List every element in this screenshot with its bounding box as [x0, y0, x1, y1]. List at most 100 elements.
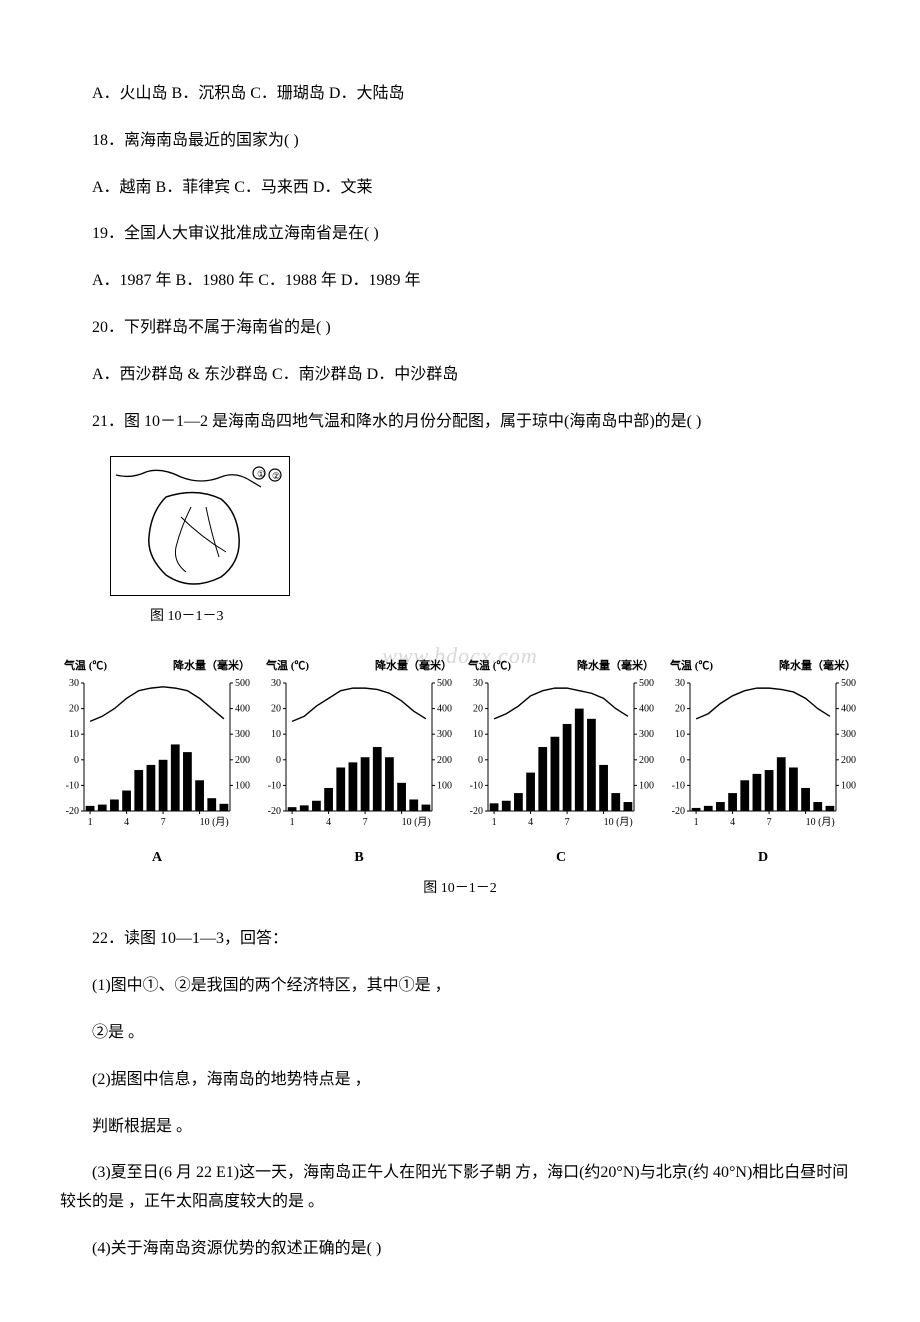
q22-3-text: (3)夏至日(6 月 22 E1)这一天，海南岛正午人在阳光下影子朝 方，海口(… [60, 1159, 860, 1217]
q22-1b: ②是 。 [60, 1019, 860, 1048]
svg-text:10 (月): 10 (月) [200, 816, 229, 828]
svg-text:200: 200 [639, 755, 654, 766]
q17-options: A．火山岛 B．沉积岛 C．珊瑚岛 D．大陆岛 [60, 80, 860, 109]
svg-text:1: 1 [492, 817, 497, 828]
svg-text:300: 300 [235, 729, 250, 740]
q20-stem: 20．下列群岛不属于海南省的是( ) [60, 314, 860, 343]
chart-svg: 3020100-10-2050040030020010014710 (月) [464, 679, 658, 829]
svg-text:400: 400 [639, 704, 654, 715]
svg-text:200: 200 [437, 755, 452, 766]
left-axis-label: 气温 (℃) [266, 657, 309, 677]
svg-text:0: 0 [276, 755, 281, 766]
panel-letter: B [354, 845, 363, 870]
svg-text:-20: -20 [672, 806, 685, 817]
chart-panel: 气温 (℃)降水量（毫米）3020100-10-2050040030020010… [666, 657, 860, 870]
figure-10-1-3: ① ② 图 10－1－3 [110, 456, 860, 629]
svg-text:7: 7 [767, 817, 772, 828]
circle-1-label: ① [257, 469, 265, 479]
svg-text:-20: -20 [66, 806, 79, 817]
q18-stem: 18．离海南岛最近的国家为( ) [60, 127, 860, 156]
svg-text:100: 100 [639, 780, 654, 791]
svg-text:10: 10 [675, 729, 685, 740]
svg-text:-10: -10 [672, 780, 685, 791]
map-box: ① ② [110, 456, 290, 596]
chart-svg: 3020100-10-2050040030020010014710 (月) [666, 679, 860, 829]
chart-header: 气温 (℃)降水量（毫米） [60, 657, 254, 679]
svg-text:100: 100 [437, 780, 452, 791]
chart-header: 气温 (℃)降水量（毫米） [666, 657, 860, 679]
svg-text:7: 7 [363, 817, 368, 828]
svg-text:0: 0 [680, 755, 685, 766]
map-svg: ① ② [111, 457, 291, 597]
svg-text:30: 30 [675, 679, 685, 689]
chart-box: 3020100-10-2050040030020010014710 (月) [60, 679, 254, 829]
svg-text:20: 20 [675, 704, 685, 715]
svg-text:7: 7 [161, 817, 166, 828]
svg-text:1: 1 [694, 817, 699, 828]
panel-letter: D [758, 845, 768, 870]
svg-text:20: 20 [271, 704, 281, 715]
chart-svg: 3020100-10-2050040030020010014710 (月) [60, 679, 254, 829]
q22-2b: 判断根据是 。 [60, 1113, 860, 1142]
svg-text:300: 300 [639, 729, 654, 740]
chart-box: 3020100-10-2050040030020010014710 (月) [464, 679, 658, 829]
svg-text:10: 10 [473, 729, 483, 740]
fig-10-1-2-caption: 图 10－1－2 [60, 876, 860, 901]
left-axis-label: 气温 (℃) [670, 657, 713, 677]
right-axis-label: 降水量（毫米） [577, 657, 654, 677]
svg-text:7: 7 [565, 817, 570, 828]
svg-text:10: 10 [69, 729, 79, 740]
svg-text:300: 300 [841, 729, 856, 740]
chart-header: 气温 (℃) 降水量（毫米） [464, 657, 658, 679]
chart-box: 3020100-10-2050040030020010014710 (月) [262, 679, 456, 829]
chart-panel: 气温 (℃)降水量（毫米）3020100-10-2050040030020010… [60, 657, 254, 870]
right-axis-label: 降水量（毫米） [375, 657, 452, 677]
svg-text:-10: -10 [470, 780, 483, 791]
svg-text:30: 30 [69, 679, 79, 689]
q21-stem: 21．图 10－1—2 是海南岛四地气温和降水的月份分配图，属于琼中(海南岛中部… [60, 408, 860, 437]
q22-stem: 22．读图 10—1—3，回答： [60, 925, 860, 954]
chart-svg: 3020100-10-2050040030020010014710 (月) [262, 679, 456, 829]
svg-text:4: 4 [528, 817, 533, 828]
svg-text:0: 0 [74, 755, 79, 766]
svg-text:4: 4 [730, 817, 735, 828]
svg-text:200: 200 [841, 755, 856, 766]
svg-text:100: 100 [841, 780, 856, 791]
q18-options: A．越南 B．菲律宾 C．马来西 D．文莱 [60, 174, 860, 203]
svg-text:400: 400 [841, 704, 856, 715]
chart-header: 气温 (℃) 降水量（毫米） [262, 657, 456, 679]
q19-stem: 19．全国人大审议批准成立海南省是在( ) [60, 220, 860, 249]
svg-text:500: 500 [235, 679, 250, 689]
svg-text:500: 500 [841, 679, 856, 689]
charts-row: 气温 (℃)降水量（毫米）3020100-10-2050040030020010… [60, 657, 860, 870]
circle-2-label: ② [272, 471, 280, 481]
q22-4: (4)关于海南岛资源优势的叙述正确的是( ) [60, 1235, 860, 1264]
q20-options: A．西沙群岛 & 东沙群岛 C．南沙群岛 D．中沙群岛 [60, 361, 860, 390]
svg-text:4: 4 [326, 817, 331, 828]
svg-text:10 (月): 10 (月) [402, 816, 431, 828]
svg-text:20: 20 [69, 704, 79, 715]
q22-2: (2)据图中信息，海南岛的地势特点是 ， [60, 1066, 860, 1095]
svg-text:0: 0 [478, 755, 483, 766]
q22-1: (1)图中①、②是我国的两个经济特区，其中①是 ， [60, 972, 860, 1001]
svg-text:500: 500 [639, 679, 654, 689]
svg-text:-10: -10 [268, 780, 281, 791]
panel-letter: A [152, 845, 162, 870]
svg-text:200: 200 [235, 755, 250, 766]
svg-text:30: 30 [271, 679, 281, 689]
svg-text:400: 400 [437, 704, 452, 715]
svg-text:10 (月): 10 (月) [604, 816, 633, 828]
svg-text:10 (月): 10 (月) [806, 816, 835, 828]
q21-stem-text: 21．图 10－1—2 是海南岛四地气温和降水的月份分配图，属于琼中(海南岛中部… [60, 408, 701, 437]
left-axis-label: 气温 (℃) [468, 657, 511, 677]
svg-text:30: 30 [473, 679, 483, 689]
svg-text:100: 100 [235, 780, 250, 791]
svg-text:1: 1 [290, 817, 295, 828]
svg-text:-20: -20 [470, 806, 483, 817]
left-axis-label: 气温 (℃) [64, 657, 107, 677]
svg-text:4: 4 [124, 817, 129, 828]
svg-text:1: 1 [88, 817, 93, 828]
svg-text:300: 300 [437, 729, 452, 740]
chart-panel: 气温 (℃)降水量（毫米）3020100-10-2050040030020010… [262, 657, 456, 870]
svg-text:-20: -20 [268, 806, 281, 817]
